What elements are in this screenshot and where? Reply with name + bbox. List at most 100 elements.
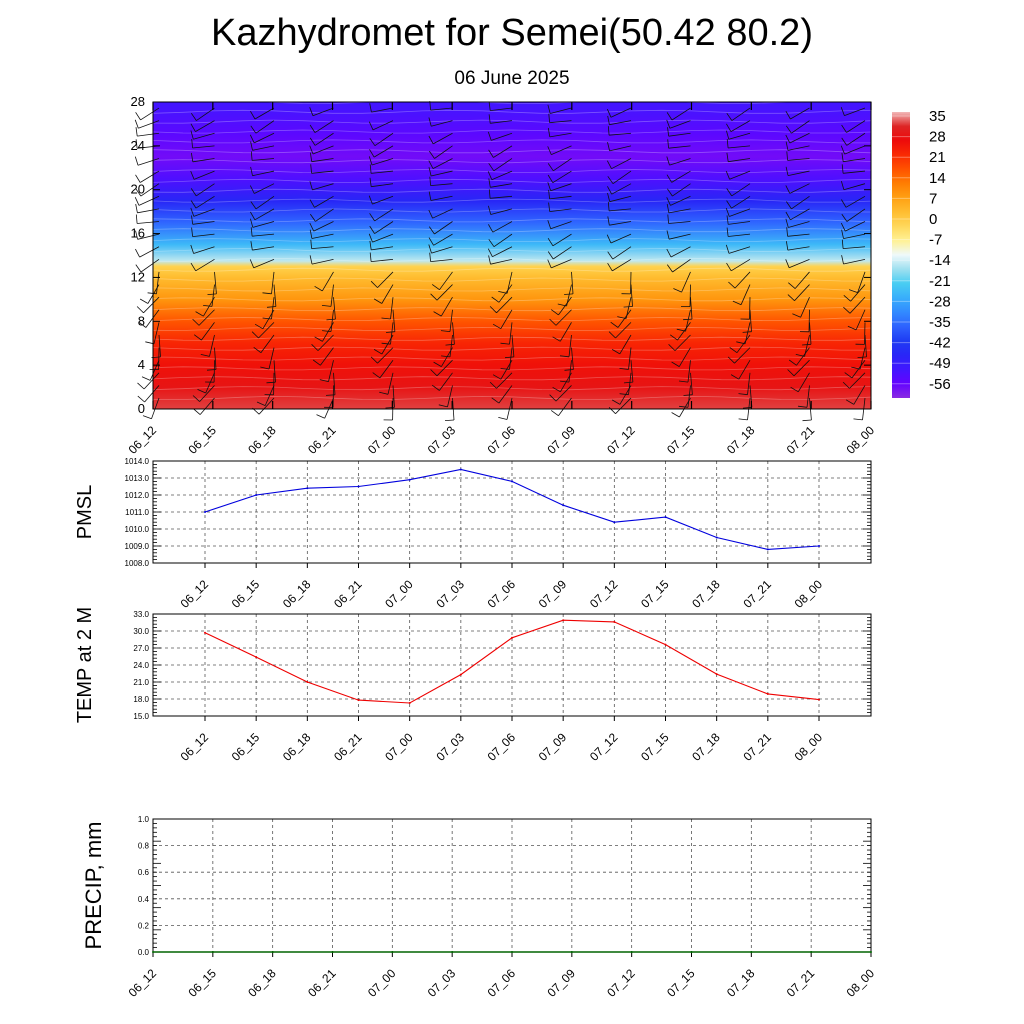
wind-barb — [669, 120, 691, 129]
wind-barb-flag — [135, 203, 138, 213]
wind-barb — [198, 309, 215, 326]
wind-barb — [372, 120, 394, 131]
temp-2m-point — [511, 636, 513, 639]
wind-barb-flag — [369, 177, 372, 187]
x-tick-label: 07_09 — [536, 730, 570, 764]
wind-barb-flag — [840, 107, 845, 116]
x-tick-label: 07_09 — [544, 423, 578, 457]
wind-barb-flag — [547, 220, 552, 229]
colorbar-label: -21 — [929, 273, 951, 290]
wind-barb — [843, 183, 866, 191]
y-tick-label: 0.4 — [138, 895, 150, 904]
wind-barb-flag — [309, 137, 316, 146]
wind-barb-flag — [666, 112, 673, 121]
x-tick-label: 07_21 — [740, 730, 774, 764]
wind-barb — [864, 334, 867, 357]
wind-barb — [258, 397, 275, 415]
wind-barb — [449, 309, 453, 332]
wind-barb-flag — [309, 145, 314, 155]
wind-barb-flag — [142, 415, 152, 420]
wind-barb — [252, 221, 275, 228]
wind-barb-flag — [191, 152, 194, 162]
precip-point — [211, 951, 214, 953]
wind-barb-flag — [802, 419, 812, 422]
wind-barb — [253, 258, 275, 269]
wind-barb-flag — [727, 356, 735, 364]
wind-barb-flag — [135, 248, 140, 258]
wind-barb — [491, 132, 513, 141]
wind-barb-flag — [134, 156, 139, 166]
wind-barb — [193, 246, 215, 254]
wind-barb — [192, 158, 215, 163]
x-tick-label: 07_18 — [724, 966, 758, 1000]
wind-barb-flag — [250, 125, 257, 134]
colorbar-label: 7 — [929, 190, 937, 207]
wind-barb — [371, 258, 394, 262]
wind-barb-flag — [250, 227, 253, 237]
wind-barb-flag — [666, 174, 673, 183]
wind-barb — [850, 284, 866, 302]
wind-barb — [844, 145, 866, 155]
x-tick-label: 06_12 — [178, 577, 212, 611]
wind-barb — [511, 334, 515, 357]
wind-barb — [312, 107, 334, 117]
wind-barb — [252, 246, 275, 251]
wind-barb-flag — [666, 248, 672, 258]
wind-barb — [371, 170, 394, 174]
wind-barb — [254, 107, 275, 120]
wind-barb — [668, 221, 691, 224]
wind-barb-flag — [309, 199, 315, 208]
wind-barb — [137, 158, 160, 166]
wind-barb — [612, 170, 632, 185]
wind-barb-flag — [250, 110, 256, 120]
wind-barb-flag — [607, 201, 610, 211]
wind-barb — [728, 221, 751, 225]
wind-barb — [199, 397, 215, 415]
wind-barb-flag — [785, 166, 789, 176]
wind-barb-flag — [669, 334, 678, 341]
wind-barb — [728, 246, 751, 254]
wind-barb-flag — [316, 414, 325, 419]
temp-2m-point — [818, 698, 820, 701]
wind-barb — [609, 120, 632, 126]
wind-barb — [689, 284, 691, 307]
wind-barb — [619, 334, 632, 355]
wind-barb-flag — [726, 112, 733, 121]
wind-barb — [254, 208, 275, 221]
y-tick-label: 1009.0 — [125, 542, 150, 551]
y-tick-label: 24.0 — [133, 661, 149, 670]
wind-barb-flag — [266, 306, 276, 308]
wind-barb — [864, 322, 866, 345]
wind-barb-flag — [192, 318, 200, 326]
wind-barb-flag — [488, 101, 491, 111]
wind-barb — [787, 246, 810, 251]
wind-barb — [728, 145, 751, 149]
wind-barb-flag — [668, 344, 676, 351]
wind-barb — [430, 183, 453, 186]
wind-barb — [387, 372, 394, 395]
wind-barb-flag — [369, 225, 375, 234]
wind-barb — [671, 170, 691, 183]
wind-barb — [333, 372, 336, 395]
wind-barb — [312, 145, 334, 155]
pmsl-frame — [152, 460, 872, 564]
temp-2m-point — [408, 702, 411, 704]
pmsl-point — [255, 494, 258, 496]
wind-barb-flag — [206, 369, 217, 371]
wind-barb — [255, 120, 275, 134]
temp-2m-point — [613, 620, 616, 623]
wind-barb — [371, 158, 394, 166]
wind-barb — [493, 233, 513, 248]
y-tick-label: 33.0 — [133, 610, 149, 619]
wind-barb — [311, 170, 334, 174]
contour-line — [152, 159, 872, 164]
wind-barb-flag — [438, 404, 448, 408]
precip-point — [451, 951, 454, 953]
wind-barb-flag — [325, 394, 336, 396]
wind-barb — [671, 107, 691, 121]
wind-barb-flag — [841, 152, 844, 162]
wind-barb-flag — [725, 244, 730, 254]
wind-barb — [139, 246, 160, 258]
wind-barb — [552, 246, 572, 260]
colorbar-label: -28 — [929, 293, 951, 310]
